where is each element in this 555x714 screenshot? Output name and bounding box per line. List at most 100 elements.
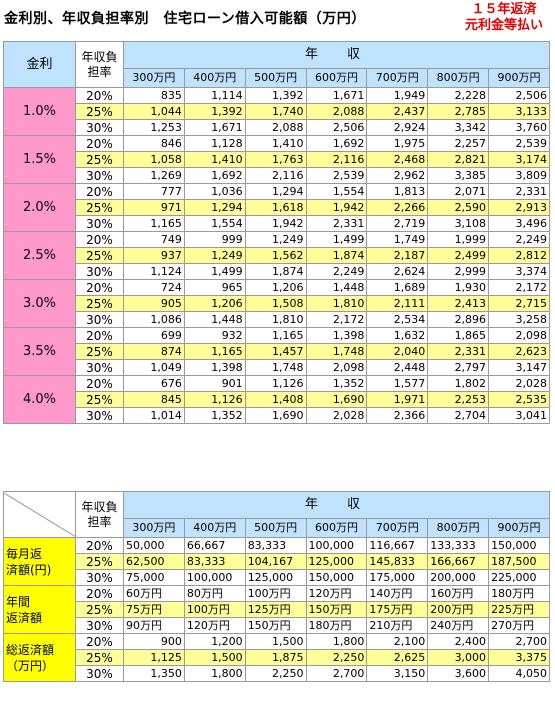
amount-cell: 1,874 <box>305 247 368 264</box>
amount-cell: 2,172 <box>488 279 550 296</box>
amount-cell: 1,165 <box>183 343 246 360</box>
amount-cell: 1,689 <box>366 279 429 296</box>
amount-cell: 901 <box>183 375 246 392</box>
repayment-cell: 2,625 <box>366 649 429 666</box>
amount-cell: 1,352 <box>183 407 246 424</box>
amount-cell: 777 <box>123 183 185 200</box>
borrowable-amount-table: 金利 年収負担率年 収 300万円 400万円 500万円 600万円 700万円 800万円… <box>3 41 550 424</box>
amount-cell: 1,165 <box>123 215 185 232</box>
amount-cell: 2,257 <box>427 135 490 152</box>
table-row: 25% 1,044 1,392 1,740 2,088 2,437 2,785 3,133 <box>4 103 550 120</box>
diagonal-line <box>4 492 76 537</box>
amount-cell: 1,249 <box>244 231 307 248</box>
amount-cell: 2,535 <box>488 391 550 408</box>
amount-cell: 845 <box>123 391 185 408</box>
table-row: 1.0% 20% 835 1,114 1,392 1,671 1,949 2,228 2,506 <box>3 87 550 136</box>
amount-cell: 2,228 <box>427 87 490 104</box>
burden-ratio-cell: 25% <box>75 391 124 408</box>
table-row: 25% 874 1,165 1,457 1,748 2,040 2,331 2,623 <box>4 343 550 360</box>
burden-ratio-cell: 20% <box>75 327 124 344</box>
amount-cell: 1,392 <box>244 87 307 104</box>
income-column-header: 400万円 <box>183 518 246 538</box>
amount-cell: 1,044 <box>123 103 185 120</box>
income-header: 年 収 <box>123 491 550 519</box>
amount-cell: 1,865 <box>427 327 490 344</box>
repayment-cell: 3,600 <box>427 665 490 682</box>
burden-ratio-cell: 25% <box>75 601 124 618</box>
amount-cell: 2,253 <box>427 391 490 408</box>
amount-cell: 1,398 <box>305 327 368 344</box>
amount-cell: 1,999 <box>427 231 490 248</box>
repayment-cell: 150万円 <box>244 617 307 634</box>
amount-cell: 2,506 <box>488 87 550 104</box>
amount-cell: 2,506 <box>305 119 368 136</box>
amount-cell: 1,352 <box>305 375 368 392</box>
amount-cell: 1,128 <box>183 135 246 152</box>
amount-cell: 1,554 <box>183 215 246 232</box>
burden-ratio-cell: 25% <box>75 295 124 312</box>
table-row: 2.0% 20% 777 1,036 1,294 1,554 1,813 2,071 2,331 <box>3 183 550 232</box>
burden-ratio-cell: 30% <box>75 407 124 424</box>
amount-cell: 1,810 <box>305 295 368 312</box>
repayment-cell: 140万円 <box>366 585 429 602</box>
income-column-header: 500万円 <box>244 68 307 88</box>
amount-cell: 1,499 <box>305 231 368 248</box>
amount-cell: 2,797 <box>427 359 490 376</box>
repayment-cell: 75万円 <box>123 601 185 618</box>
amount-cell: 699 <box>123 327 185 344</box>
amount-cell: 2,704 <box>427 407 490 424</box>
amount-cell: 2,913 <box>488 199 550 216</box>
amount-cell: 2,028 <box>488 375 550 392</box>
burden-ratio-cell: 25% <box>75 649 124 666</box>
amount-cell: 1,692 <box>305 135 368 152</box>
table-row: 30% 75,000 100,000 125,000 150,000 175,000 200… <box>4 569 550 586</box>
amount-cell: 1,930 <box>427 279 490 296</box>
burden-ratio-cell: 30% <box>75 263 124 280</box>
burden-ratio-cell: 25% <box>75 199 124 216</box>
repayment-cell: 62,500 <box>123 553 185 570</box>
table-row: 総返済額 （万円） 20% 900 1,200 1,500 1,800 2,100 2,400 2… <box>3 633 550 682</box>
repayment-cell: 175万円 <box>366 601 429 618</box>
amount-cell: 2,331 <box>305 215 368 232</box>
amount-cell: 2,590 <box>427 199 490 216</box>
amount-cell: 1,269 <box>123 167 185 184</box>
repayment-cell: 120万円 <box>183 617 246 634</box>
amount-cell: 2,071 <box>427 183 490 200</box>
amount-cell: 3,174 <box>488 151 550 168</box>
amount-cell: 1,165 <box>244 327 307 344</box>
repayment-cell: 900 <box>123 633 185 650</box>
ratio-header: 年収負担率 <box>75 41 124 88</box>
income-column-header: 700万円 <box>366 68 429 88</box>
repayment-cell: 1,500 <box>244 633 307 650</box>
burden-ratio-cell: 25% <box>75 103 124 120</box>
income-header: 年 収 <box>123 41 550 69</box>
diagonal-corner-cell <box>3 491 76 538</box>
burden-ratio-cell: 30% <box>75 119 124 136</box>
table-row: 3.0% 20% 724 965 1,206 1,448 1,689 1,930 2,172 <box>3 279 550 328</box>
repayment-cell: 180万円 <box>305 617 368 634</box>
amount-cell: 2,366 <box>366 407 429 424</box>
repayment-cell: 2,250 <box>305 649 368 666</box>
amount-cell: 1,874 <box>244 263 307 280</box>
amount-cell: 1,206 <box>183 295 246 312</box>
amount-cell: 2,098 <box>488 327 550 344</box>
amount-cell: 3,385 <box>427 167 490 184</box>
repayment-cell: 1,350 <box>123 665 185 682</box>
category-label-line: 年間 <box>6 594 31 609</box>
burden-ratio-cell: 20% <box>75 279 124 296</box>
burden-ratio-cell: 20% <box>75 537 124 554</box>
repayment-cell: 150,000 <box>305 569 368 586</box>
amount-cell: 3,258 <box>488 311 550 328</box>
burden-ratio-cell: 20% <box>75 183 124 200</box>
amount-cell: 1,748 <box>244 359 307 376</box>
table-row: 1.5% 20% 846 1,128 1,410 1,692 1,975 2,257 2,539 <box>3 135 550 184</box>
table-row: 25% 62,500 83,333 104,167 125,000 145,833 166,… <box>4 553 550 570</box>
repayment-cell: 3,000 <box>427 649 490 666</box>
amount-cell: 905 <box>123 295 185 312</box>
amount-cell: 3,133 <box>488 103 550 120</box>
repayment-cell: 200万円 <box>427 601 490 618</box>
amount-cell: 749 <box>123 231 185 248</box>
burden-ratio-cell: 20% <box>75 585 124 602</box>
income-column-header: 900万円 <box>488 68 550 88</box>
table-row: 年間 返済額 20% 60万円 80万円 100万円 120万円 140万円 160万円 180万… <box>3 585 550 634</box>
